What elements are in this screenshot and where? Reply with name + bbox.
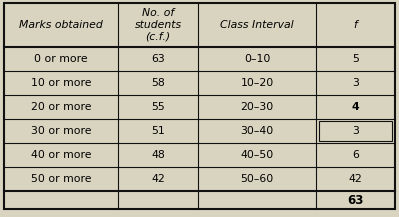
Text: 40–50: 40–50 bbox=[240, 150, 274, 160]
Text: 55: 55 bbox=[151, 102, 165, 112]
Text: 0 or more: 0 or more bbox=[34, 54, 88, 64]
Text: 42: 42 bbox=[151, 174, 165, 184]
Text: 6: 6 bbox=[352, 150, 359, 160]
Text: Marks obtained: Marks obtained bbox=[19, 20, 103, 30]
Text: 20 or more: 20 or more bbox=[31, 102, 91, 112]
Text: 63: 63 bbox=[347, 194, 363, 207]
Text: 63: 63 bbox=[151, 54, 165, 64]
Text: 10 or more: 10 or more bbox=[31, 78, 91, 88]
Text: 0–10: 0–10 bbox=[244, 54, 270, 64]
Bar bbox=[319, 121, 392, 141]
Text: 30 or more: 30 or more bbox=[31, 126, 91, 136]
Text: 40 or more: 40 or more bbox=[31, 150, 91, 160]
Text: 5: 5 bbox=[352, 54, 359, 64]
Text: 50–60: 50–60 bbox=[240, 174, 274, 184]
Text: f: f bbox=[354, 20, 358, 30]
Text: 51: 51 bbox=[151, 126, 165, 136]
Text: 20–30: 20–30 bbox=[240, 102, 274, 112]
Text: 3: 3 bbox=[352, 126, 359, 136]
Text: 3: 3 bbox=[352, 78, 359, 88]
Text: 30–40: 30–40 bbox=[240, 126, 274, 136]
Text: 50 or more: 50 or more bbox=[31, 174, 91, 184]
Text: 4: 4 bbox=[352, 102, 359, 112]
Text: No. of
students
(c.f.): No. of students (c.f.) bbox=[134, 8, 182, 42]
Text: Class Interval: Class Interval bbox=[220, 20, 294, 30]
Text: 48: 48 bbox=[151, 150, 165, 160]
Text: 10–20: 10–20 bbox=[240, 78, 274, 88]
Text: 42: 42 bbox=[349, 174, 362, 184]
Text: 58: 58 bbox=[151, 78, 165, 88]
